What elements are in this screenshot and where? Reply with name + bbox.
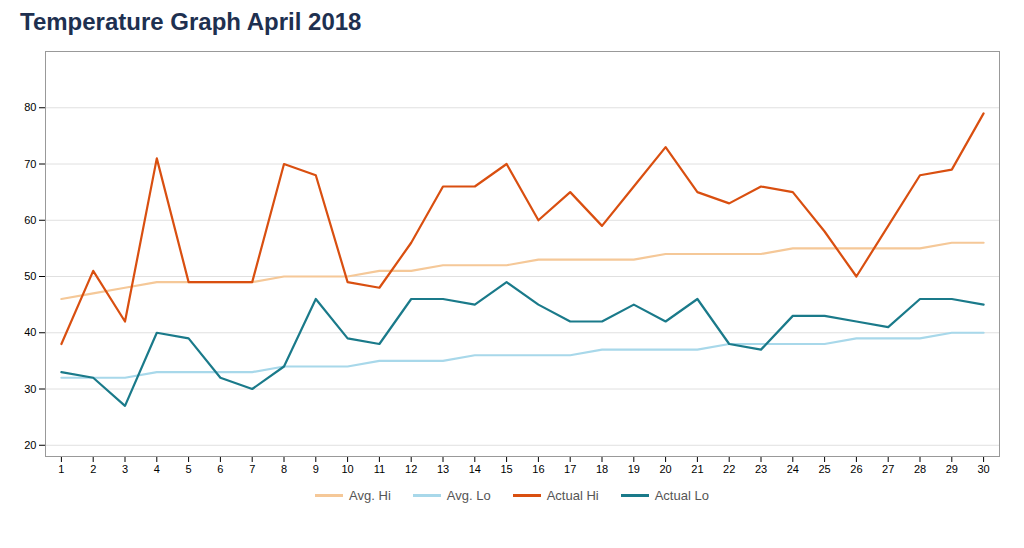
svg-text:20: 20: [24, 439, 36, 451]
svg-text:28: 28: [914, 463, 926, 475]
svg-text:9: 9: [313, 463, 319, 475]
html-text:Actual Lo: Actual Lo: [654, 488, 709, 503]
svg-text:40: 40: [24, 326, 36, 338]
svg-text:50: 50: [24, 270, 36, 282]
svg-text:27: 27: [882, 463, 894, 475]
svg-text:25: 25: [818, 463, 830, 475]
svg-text:6: 6: [217, 463, 223, 475]
svg-text:12: 12: [405, 463, 417, 475]
svg-text:22: 22: [723, 463, 735, 475]
svg-text:23: 23: [755, 463, 767, 475]
svg-text:30: 30: [24, 383, 36, 395]
svg-text:26: 26: [850, 463, 862, 475]
svg-text:10: 10: [341, 463, 353, 475]
html-text:Actual Hi: Actual Hi: [546, 488, 599, 503]
svg-text:8: 8: [281, 463, 287, 475]
svg-text:15: 15: [500, 463, 512, 475]
svg-text:20: 20: [659, 463, 671, 475]
svg-text:3: 3: [122, 463, 128, 475]
svg-text:2: 2: [90, 463, 96, 475]
svg-text:70: 70: [24, 158, 36, 170]
svg-text:14: 14: [469, 463, 481, 475]
svg-text:21: 21: [691, 463, 703, 475]
svg-text:80: 80: [24, 101, 36, 113]
svg-text:19: 19: [628, 463, 640, 475]
svg-text:13: 13: [437, 463, 449, 475]
svg-text:60: 60: [24, 214, 36, 226]
svg-text:29: 29: [946, 463, 958, 475]
html-text:Avg. Hi: Avg. Hi: [349, 488, 391, 503]
svg-text:16: 16: [532, 463, 544, 475]
svg-text:1: 1: [58, 463, 64, 475]
html-text:Avg. Lo: Avg. Lo: [446, 488, 491, 503]
svg-text:7: 7: [249, 463, 255, 475]
svg-text:5: 5: [186, 463, 192, 475]
svg-text:18: 18: [596, 463, 608, 475]
svg-text:30: 30: [977, 463, 989, 475]
svg-text:17: 17: [564, 463, 576, 475]
svg-text:11: 11: [374, 463, 385, 475]
html-text:Temperature Graph April 2018: Temperature Graph April 2018: [20, 8, 362, 35]
svg-text:24: 24: [787, 463, 799, 475]
svg-text:4: 4: [154, 463, 160, 475]
